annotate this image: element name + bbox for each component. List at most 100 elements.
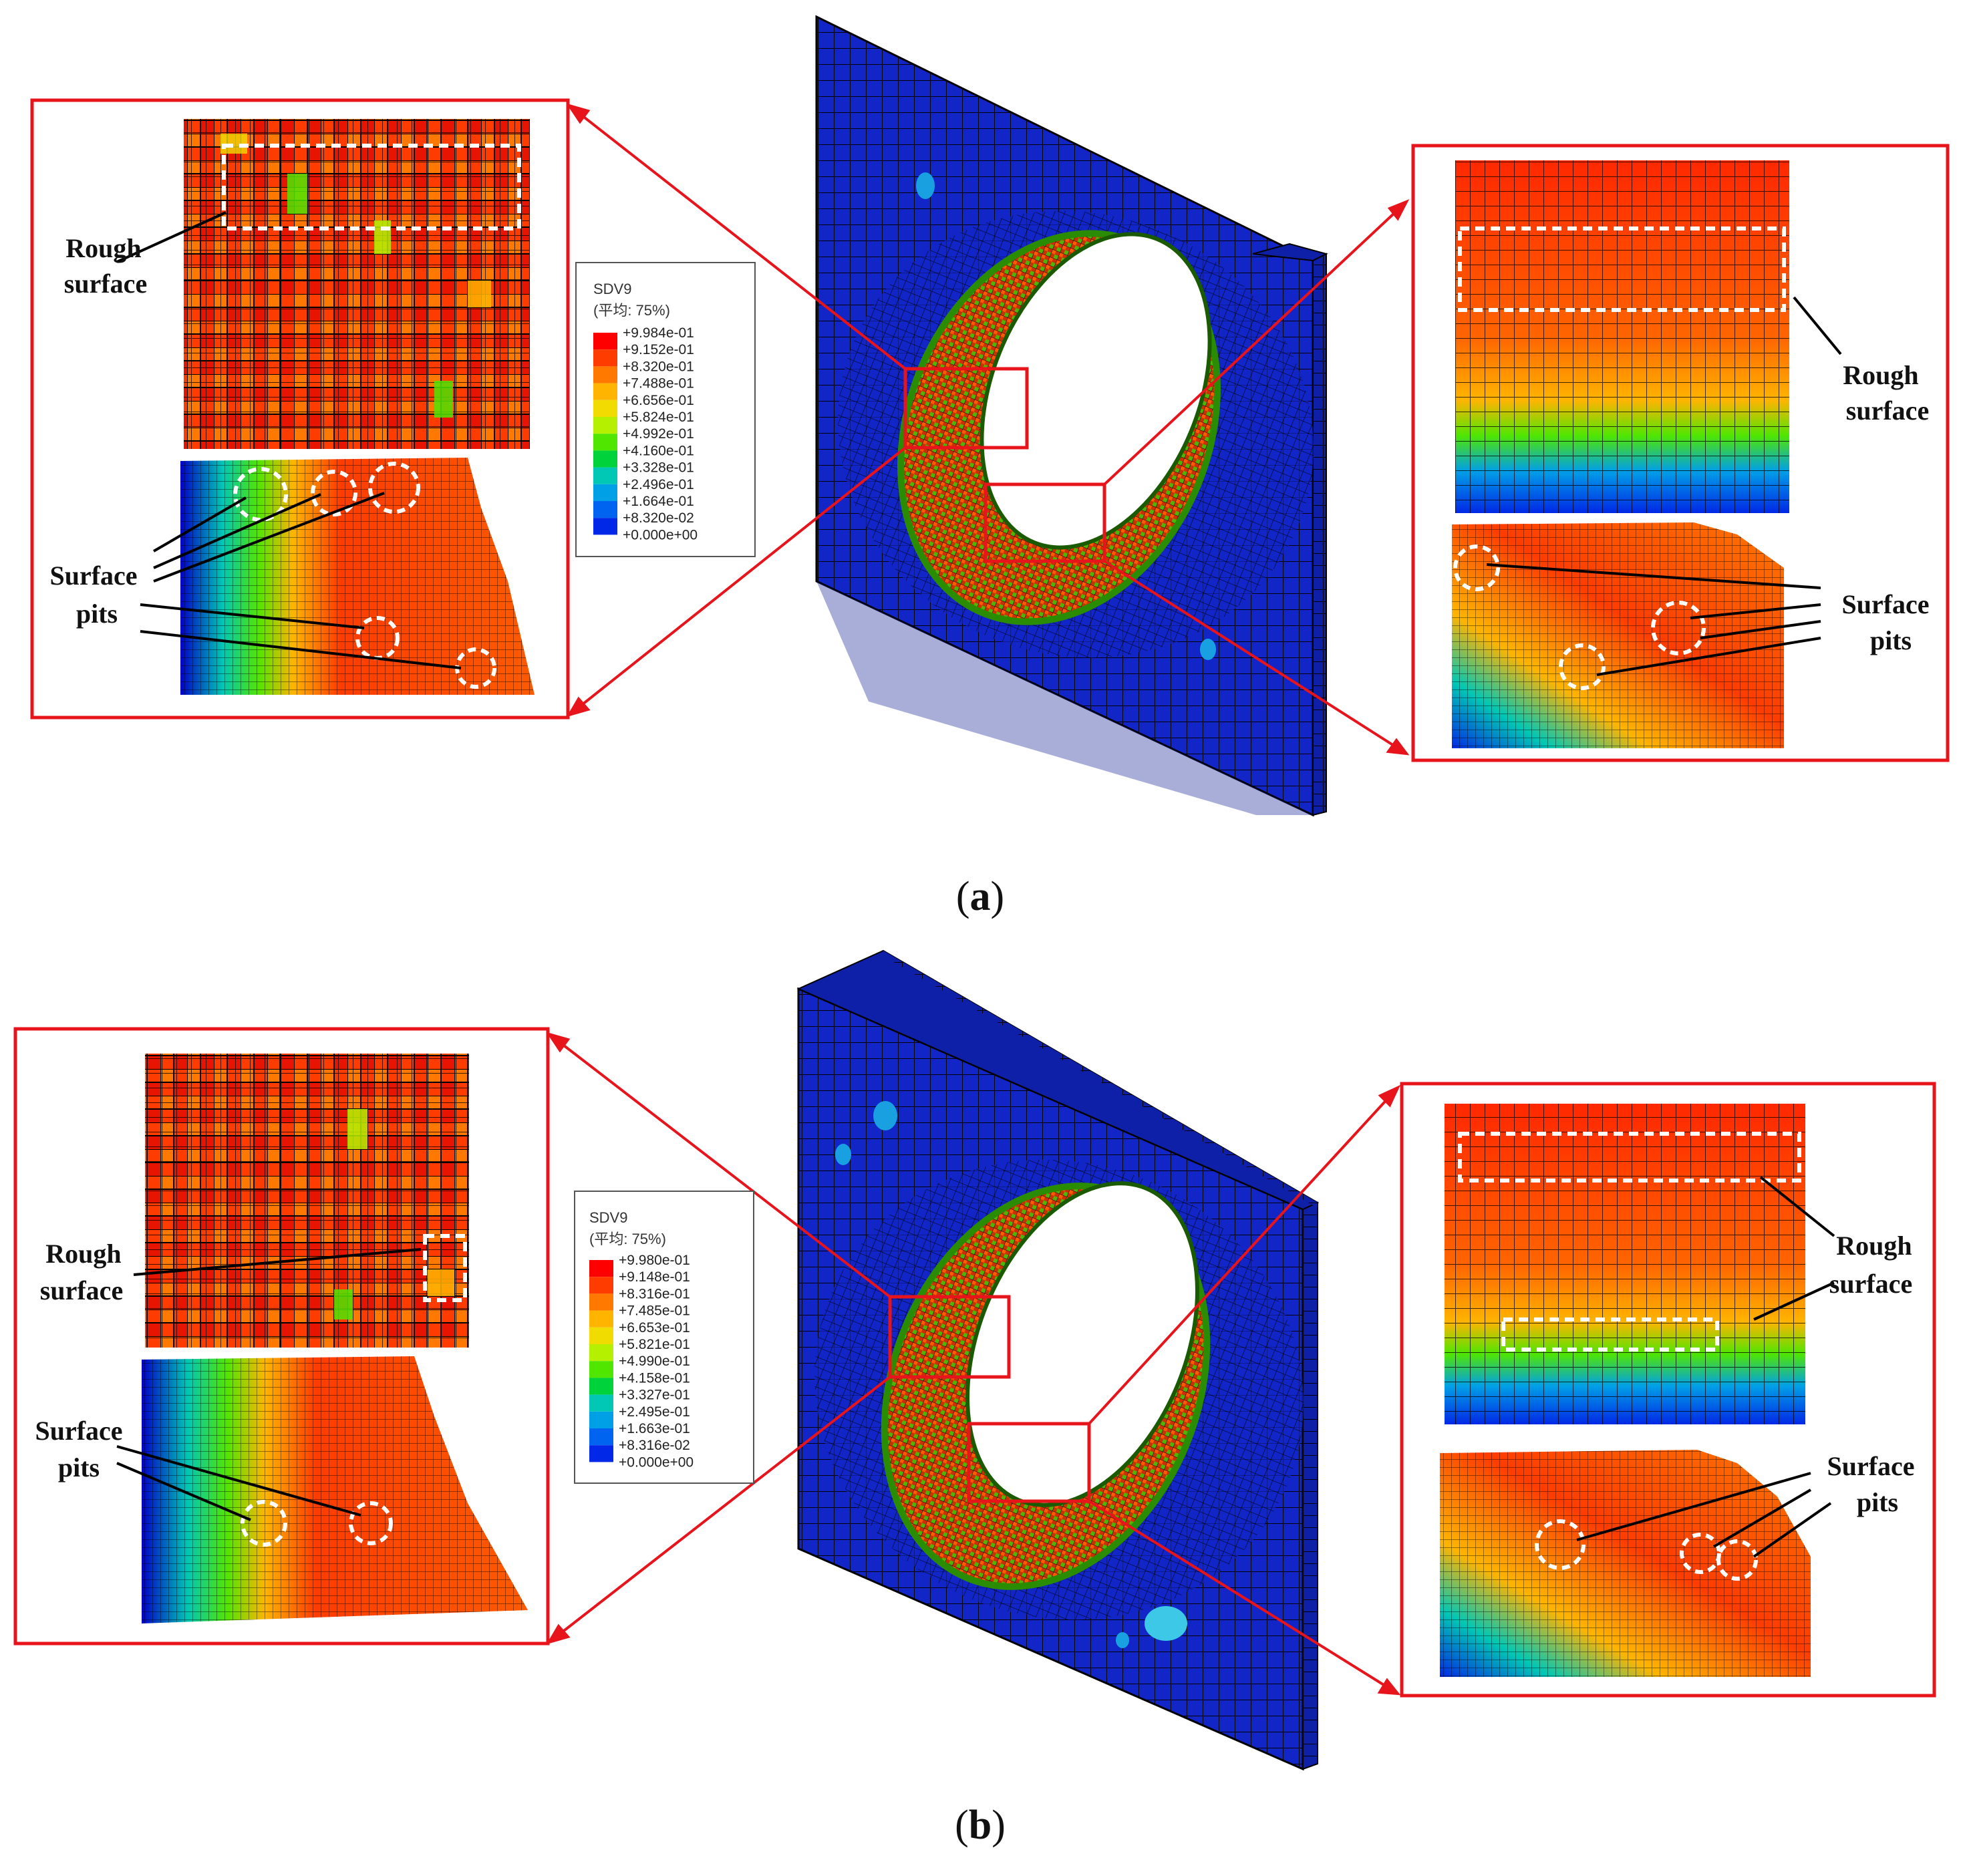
legend-swatch	[589, 1445, 613, 1462]
pit-marker	[233, 467, 288, 522]
inset-b-right-bottom	[1440, 1450, 1811, 1677]
legend-swatch	[593, 484, 617, 501]
rough-surface-label: surface	[1846, 396, 1929, 426]
legend-swatch	[589, 1344, 613, 1362]
legend-value: +8.316e-01	[619, 1286, 690, 1301]
surface-pits-label: Surface	[49, 561, 137, 591]
legend-swatch	[589, 1394, 613, 1412]
legend-swatch	[589, 1260, 613, 1277]
caption-b: (b)	[955, 1803, 1006, 1848]
legend-swatch	[593, 417, 617, 434]
pit-marker	[311, 470, 357, 516]
plate-b	[796, 949, 1320, 1771]
legend-swatch	[589, 1428, 613, 1446]
zoom-box-b-right	[967, 1422, 1091, 1503]
surface-pits-label: pits	[1870, 625, 1912, 655]
legend-value: +8.320e-01	[623, 359, 694, 374]
legend-value: +1.664e-01	[623, 494, 694, 509]
rough-surface-label: Rough	[45, 1239, 121, 1269]
legend-swatch	[589, 1310, 613, 1327]
legend-b: SDV9 (平均: 75%) +9.980e-01+9.148e-01+8.31…	[574, 1191, 754, 1484]
legend-swatch	[593, 518, 617, 535]
legend-subtitle: (平均: 75%)	[589, 1231, 666, 1247]
pit-marker	[1535, 1519, 1586, 1570]
legend-value: +0.000e+00	[619, 1454, 694, 1470]
rough-surface-label: Rough	[65, 233, 141, 263]
legend-value: +2.496e-01	[623, 477, 694, 492]
legend-swatch	[593, 333, 617, 350]
surface-pits-label: pits	[1857, 1487, 1898, 1517]
rough-surface-label: surface	[40, 1275, 123, 1305]
legend-value: +5.824e-01	[623, 410, 694, 425]
legend-swatch	[593, 450, 617, 468]
pit-marker	[1651, 601, 1706, 655]
legend-swatch	[593, 383, 617, 400]
surface-pits-label: Surface	[1841, 589, 1929, 619]
legend-value: +2.495e-01	[619, 1404, 690, 1420]
panel-b: Rough surface Surface pits Rough surface	[13, 949, 1936, 1848]
caption-a: (a)	[956, 874, 1004, 919]
pit-marker	[368, 462, 420, 514]
legend-value: +4.992e-01	[623, 426, 694, 442]
rough-surface-marker	[1458, 1132, 1801, 1183]
legend-value: +3.327e-01	[619, 1388, 690, 1403]
surface-pits-label: pits	[58, 1452, 100, 1482]
legend-value: +6.653e-01	[619, 1320, 690, 1336]
inset-a-right-bottom	[1452, 522, 1784, 748]
legend-title: SDV9	[593, 281, 631, 297]
inset-b-left-top	[145, 1054, 469, 1348]
rough-surface-label: surface	[1829, 1269, 1912, 1299]
legend-value: +8.316e-02	[619, 1438, 690, 1453]
plate-a	[815, 15, 1328, 817]
legend-swatch	[589, 1361, 613, 1378]
annot-b-left	[116, 1248, 422, 1521]
legend-value: +4.160e-01	[623, 443, 694, 458]
legend-value: +4.990e-01	[619, 1354, 690, 1369]
rough-surface-label: Rough	[1843, 360, 1918, 390]
legend-a: SDV9 (平均: 75%) +9.984e-01+9.152e-01 +8.32…	[575, 262, 756, 557]
connectors-a	[566, 103, 1410, 756]
inset-a-right-top	[1455, 160, 1789, 513]
surface-pits-label: Surface	[1827, 1451, 1914, 1481]
surface-pits-label: Surface	[35, 1416, 122, 1446]
surface-pits-label: pits	[76, 599, 118, 629]
legend-swatch	[589, 1327, 613, 1344]
rough-surface-marker	[1458, 226, 1786, 312]
rough-surface-label: surface	[64, 269, 147, 299]
annot-b-right	[1576, 1176, 1835, 1558]
legend-value: +9.980e-01	[619, 1253, 690, 1268]
legend-value: +1.663e-01	[619, 1421, 690, 1436]
panel-a: Rough surface Surface pits Rough surface…	[30, 15, 1950, 919]
legend-swatch	[593, 501, 617, 518]
legend-swatch	[593, 434, 617, 451]
legend-value: +4.158e-01	[619, 1370, 690, 1386]
pit-marker	[1716, 1539, 1758, 1581]
pit-marker	[1453, 544, 1500, 591]
legend-swatch	[593, 400, 617, 417]
legend-swatch	[589, 1277, 613, 1294]
rough-surface-marker	[423, 1234, 467, 1302]
legend-value: +9.984e-01	[623, 325, 694, 341]
annot-a-right	[1486, 296, 1842, 676]
inset-b-left-bottom	[142, 1356, 528, 1623]
legend-value: +8.320e-02	[623, 510, 694, 526]
pit-marker	[1680, 1533, 1721, 1574]
legend-title: SDV9	[589, 1209, 627, 1226]
pit-marker	[349, 1501, 393, 1545]
legend-swatch	[589, 1411, 613, 1428]
pit-marker	[1559, 643, 1606, 690]
zoom-box-a-right	[984, 482, 1106, 563]
pit-marker	[241, 1500, 287, 1547]
rough-surface-label: Rough	[1836, 1231, 1912, 1261]
rough-surface-marker	[222, 144, 521, 230]
legend-value: +5.821e-01	[619, 1337, 690, 1352]
legend-subtitle: (平均: 75%)	[593, 302, 670, 319]
legend-swatch	[593, 467, 617, 484]
inset-a-left-top	[184, 119, 530, 449]
annot-a-left	[116, 211, 462, 669]
zoom-box-a-left	[903, 367, 1029, 450]
legend-swatch	[593, 366, 617, 383]
legend-value: +6.656e-01	[623, 393, 694, 408]
legend-value: +9.152e-01	[623, 342, 694, 357]
